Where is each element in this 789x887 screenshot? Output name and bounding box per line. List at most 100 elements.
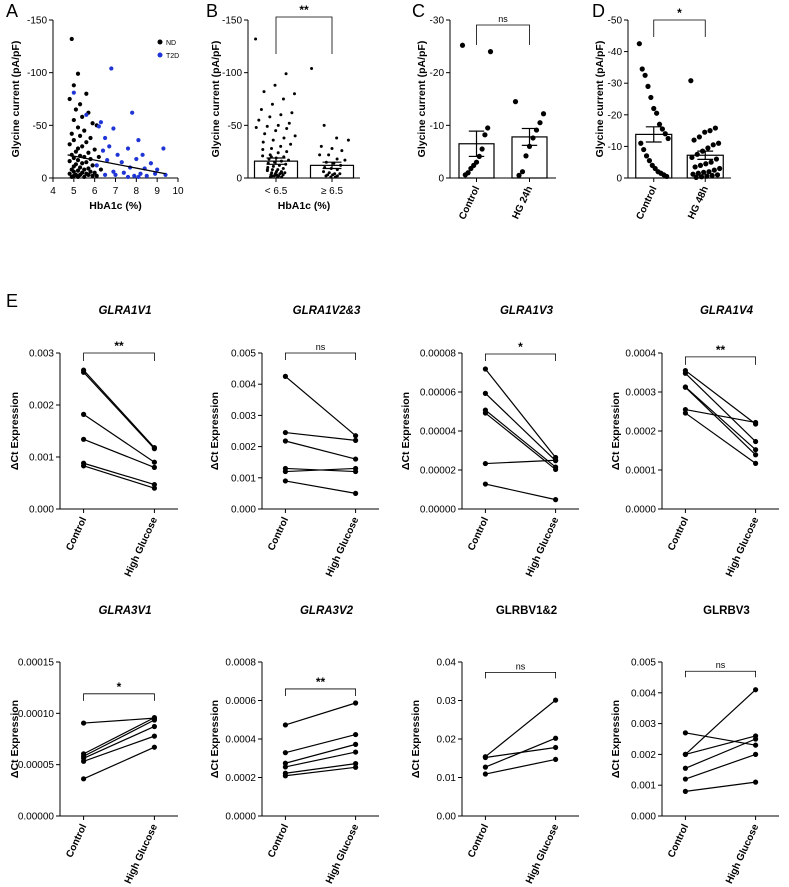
- data-point: [707, 128, 713, 134]
- paired-line: [83, 465, 155, 489]
- data-point: [310, 66, 314, 70]
- data-point: [274, 129, 278, 133]
- t2d-point: [125, 174, 131, 180]
- nd-point: [69, 36, 74, 42]
- high-glucose-point: [353, 437, 359, 443]
- data-point: [271, 164, 275, 168]
- y-axis-label: Glycine current (pA/pF): [10, 41, 22, 158]
- x-tick-label: High Glucose: [123, 822, 160, 885]
- data-point: [335, 136, 339, 140]
- significance-bracket: [485, 353, 556, 361]
- nd-point: [90, 173, 95, 178]
- paired-line: [285, 431, 356, 441]
- data-point: [523, 153, 529, 159]
- high-glucose-point: [353, 700, 359, 706]
- high-glucose-point: [753, 447, 759, 453]
- t2d-point: [121, 170, 126, 175]
- t2d-point: [152, 171, 158, 176]
- data-point: [254, 125, 258, 129]
- control-point: [482, 771, 488, 777]
- nd-point: [67, 96, 72, 102]
- paired-line: [83, 735, 155, 762]
- panel-letter-b: B: [206, 1, 219, 21]
- y-tick-label: 0.0004: [625, 349, 656, 360]
- paired-line: [685, 370, 756, 425]
- data-point: [713, 156, 720, 162]
- significance-label: **: [716, 343, 726, 357]
- y-tick-label: 0.03: [437, 696, 457, 707]
- x-tick-label: 5: [71, 186, 77, 197]
- high-glucose-point: [753, 452, 759, 458]
- x-tick-label: Control: [634, 184, 659, 221]
- data-point: [479, 146, 485, 152]
- data-point: [697, 162, 704, 168]
- data-point: [656, 121, 663, 127]
- y-tick-label: 0.00000: [18, 812, 55, 823]
- t2d-point: [102, 135, 108, 141]
- high-glucose-point: [753, 419, 759, 426]
- high-glucose-point: [553, 735, 559, 741]
- data-point: [462, 172, 468, 178]
- data-point: [287, 121, 291, 125]
- y-axis-label: ΔCt Expression: [610, 700, 622, 778]
- data-point: [279, 113, 283, 117]
- data-point: [643, 153, 650, 159]
- x-tick-label: High Glucose: [524, 822, 561, 885]
- y-tick-label: -50: [228, 121, 243, 132]
- paired-line: [684, 689, 757, 755]
- data-point: [279, 171, 283, 175]
- data-point: [717, 165, 723, 172]
- paired-line: [83, 371, 155, 450]
- high-glucose-point: [353, 465, 359, 472]
- x-tick-label: 9: [154, 186, 160, 197]
- data-point: [638, 140, 644, 146]
- data-point: [704, 173, 710, 179]
- control-point: [81, 463, 87, 469]
- control-point: [682, 751, 689, 758]
- control-point: [81, 369, 87, 375]
- control-point: [682, 410, 689, 416]
- y-tick-label: -30: [430, 16, 445, 27]
- y-tick-label: -100: [27, 68, 47, 79]
- nd-point: [71, 164, 76, 169]
- significance-label: **: [114, 339, 124, 353]
- data-point: [327, 153, 331, 157]
- data-point: [696, 134, 702, 140]
- chart-title: GLRA3V2: [300, 605, 354, 617]
- x-tick-label: Control: [64, 515, 89, 552]
- high-glucose-point: [753, 736, 759, 742]
- significance-label: *: [117, 680, 122, 694]
- y-tick-label: -100: [222, 68, 242, 79]
- t2d-point: [71, 90, 76, 95]
- high-glucose-point: [753, 438, 759, 445]
- nd-point: [86, 172, 91, 177]
- data-point: [715, 140, 722, 146]
- data-point: [333, 175, 337, 179]
- data-point: [275, 173, 279, 177]
- paired-line: [285, 480, 356, 494]
- paired-line: [83, 369, 155, 449]
- x-tick-label: High Glucose: [524, 515, 561, 578]
- data-point: [651, 105, 657, 112]
- nd-point: [88, 135, 93, 141]
- y-tick-label: -50: [33, 121, 48, 132]
- nd-point: [75, 125, 81, 130]
- x-tick-label: High Glucose: [123, 515, 160, 578]
- t2d-point: [107, 144, 112, 149]
- high-glucose-point: [353, 741, 359, 747]
- y-tick-label: -40: [608, 47, 623, 58]
- t2d-point: [105, 157, 110, 163]
- control-point: [282, 722, 288, 728]
- paired-line: [485, 483, 556, 501]
- t2d-point: [119, 160, 124, 165]
- high-glucose-point: [353, 764, 359, 770]
- nd-point: [82, 167, 87, 172]
- control-point: [81, 758, 87, 764]
- data-point: [705, 145, 711, 151]
- high-glucose-point: [151, 715, 157, 721]
- paired-line: [83, 719, 155, 757]
- legend-marker: [157, 52, 163, 58]
- y-tick-label: 0.004: [631, 688, 656, 699]
- data-point: [662, 131, 668, 137]
- data-point: [331, 173, 335, 177]
